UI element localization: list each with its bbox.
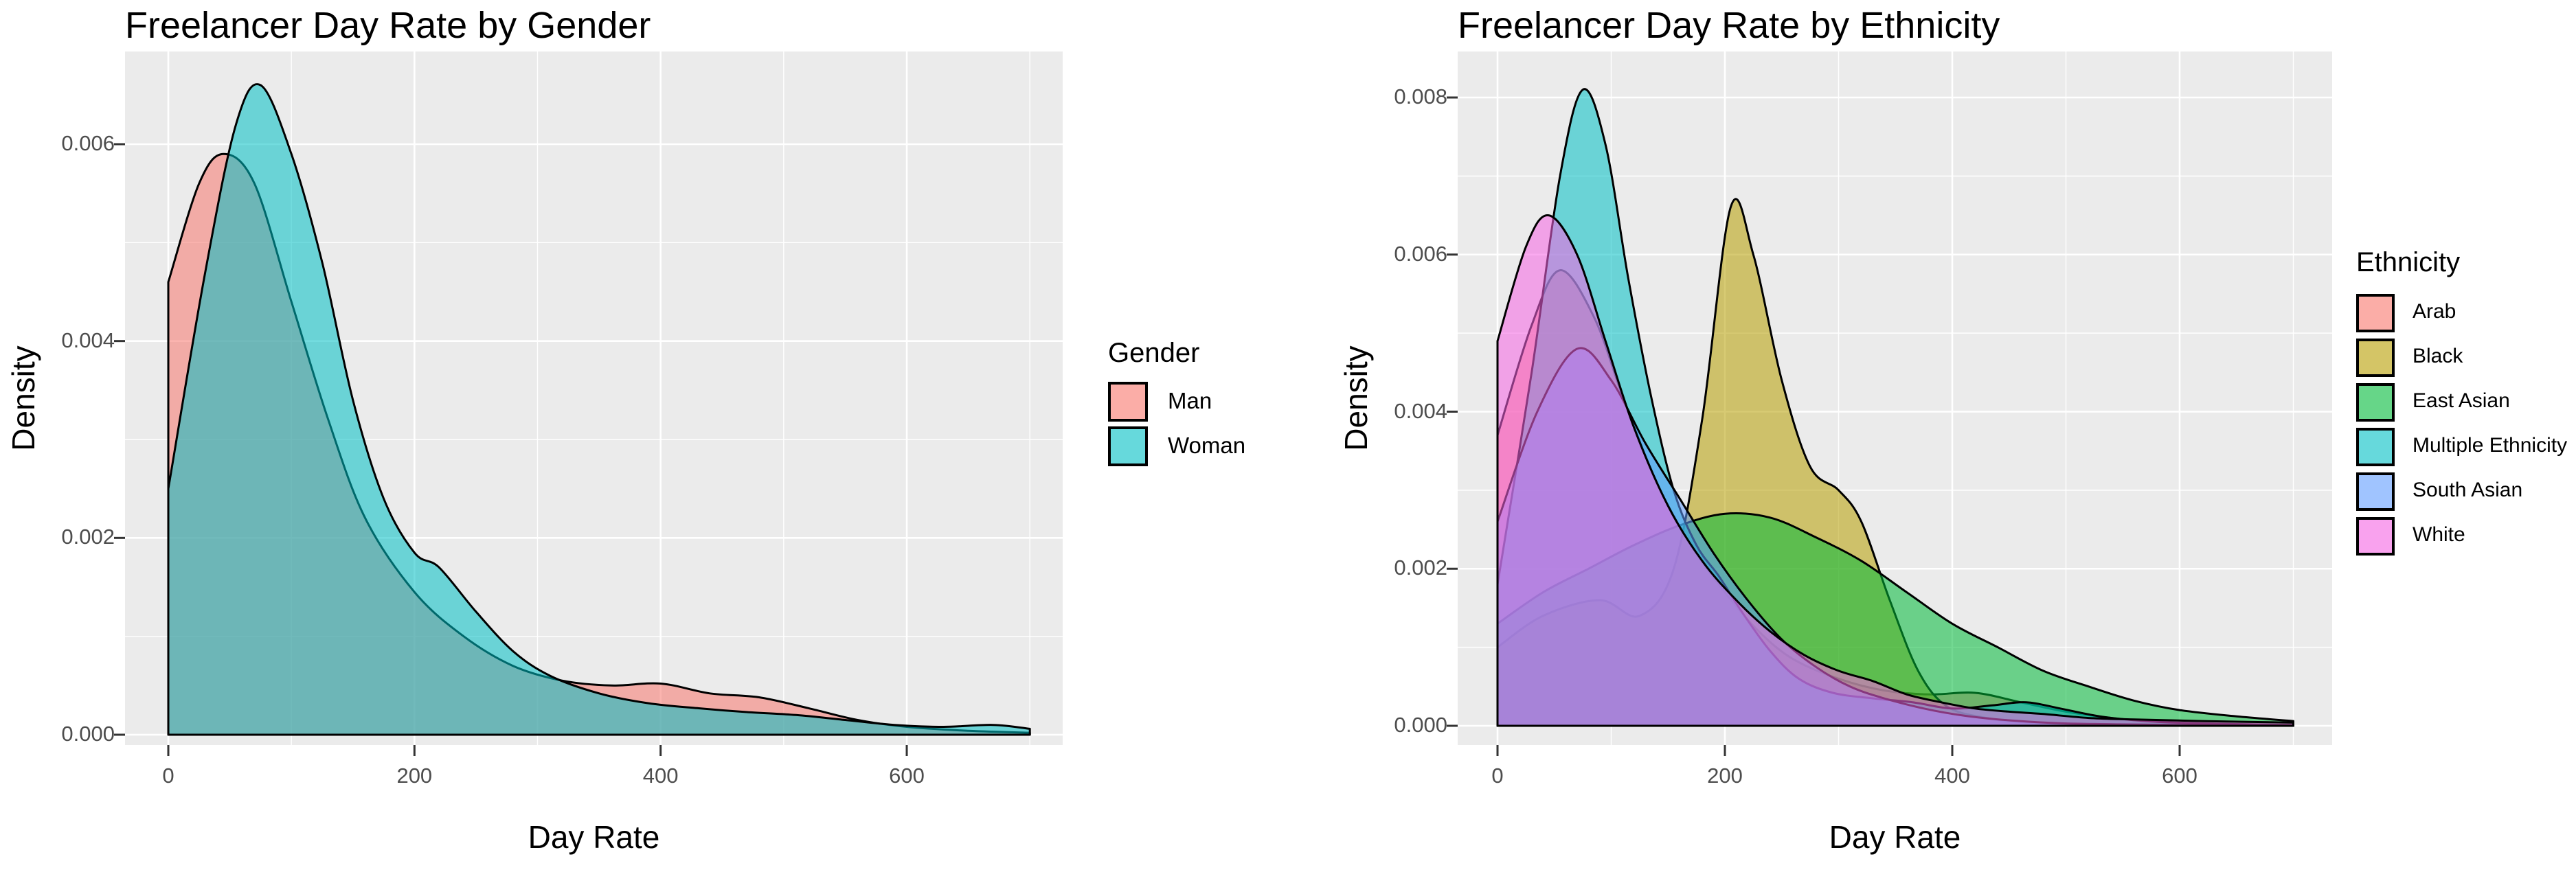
legend-label-arab: Arab bbox=[2413, 300, 2456, 323]
x-tick-label: 600 bbox=[2162, 764, 2197, 788]
density-area-woman bbox=[167, 83, 1031, 736]
tick-marks bbox=[114, 143, 908, 756]
legend-key-white bbox=[2356, 517, 2395, 556]
legend-key-east-asian bbox=[2356, 383, 2395, 422]
y-tick-label: 0.000 bbox=[1394, 713, 1447, 737]
legend-key-man bbox=[1108, 382, 1148, 422]
legend-key-south-asian bbox=[2356, 472, 2395, 511]
x-tick-label: 0 bbox=[162, 764, 174, 788]
y-tick-label: 0.002 bbox=[61, 525, 115, 549]
x-tick-label: 0 bbox=[1491, 764, 1504, 788]
x-tick-label: 600 bbox=[889, 764, 925, 788]
ethnicity-x-axis-title: Day Rate bbox=[1829, 819, 1961, 855]
legend-label-woman: Woman bbox=[1168, 432, 1246, 458]
y-tick-label: 0.006 bbox=[61, 131, 115, 155]
y-tick-label: 0.008 bbox=[1394, 84, 1447, 108]
legend-label-east-asian: East Asian bbox=[2413, 389, 2510, 413]
legend-label-black: Black bbox=[2413, 345, 2463, 368]
y-tick-label: 0.000 bbox=[61, 722, 115, 746]
ethnicity-legend-title: Ethnicity bbox=[2356, 247, 2461, 277]
ethnicity-chart-title: Freelancer Day Rate by Ethnicity bbox=[1458, 5, 2000, 46]
legend-label-multiple-ethnicity: Multiple Ethnicity bbox=[2413, 434, 2568, 457]
gender-y-axis-title: Density bbox=[5, 345, 41, 451]
density-area-white bbox=[1496, 214, 2294, 727]
legend-key-multiple-ethnicity bbox=[2356, 428, 2395, 466]
tick-marks bbox=[1447, 96, 2181, 756]
gender-chart-title: Freelancer Day Rate by Gender bbox=[125, 5, 651, 46]
legend-key-black bbox=[2356, 339, 2395, 377]
x-tick-label: 400 bbox=[1934, 764, 1970, 788]
legend-label-south-asian: South Asian bbox=[2413, 479, 2523, 502]
y-tick-label: 0.004 bbox=[61, 328, 115, 352]
y-tick-label: 0.002 bbox=[1394, 556, 1447, 580]
legend-key-woman bbox=[1108, 426, 1148, 466]
x-tick-label: 400 bbox=[642, 764, 679, 788]
gender-plot-panel bbox=[114, 51, 1063, 756]
y-tick-label: 0.004 bbox=[1394, 398, 1447, 423]
ethnicity-plot-panel bbox=[1447, 51, 2332, 756]
gender-legend-title: Gender bbox=[1108, 338, 1200, 368]
legend-label-white: White bbox=[2413, 523, 2465, 547]
legend-label-man: Man bbox=[1168, 387, 1212, 413]
x-tick-label: 200 bbox=[1707, 764, 1743, 788]
x-tick-label: 200 bbox=[396, 764, 433, 788]
y-tick-label: 0.006 bbox=[1394, 241, 1447, 266]
legend-key-arab bbox=[2356, 294, 2395, 332]
gender-x-axis-title: Day Rate bbox=[528, 819, 660, 855]
